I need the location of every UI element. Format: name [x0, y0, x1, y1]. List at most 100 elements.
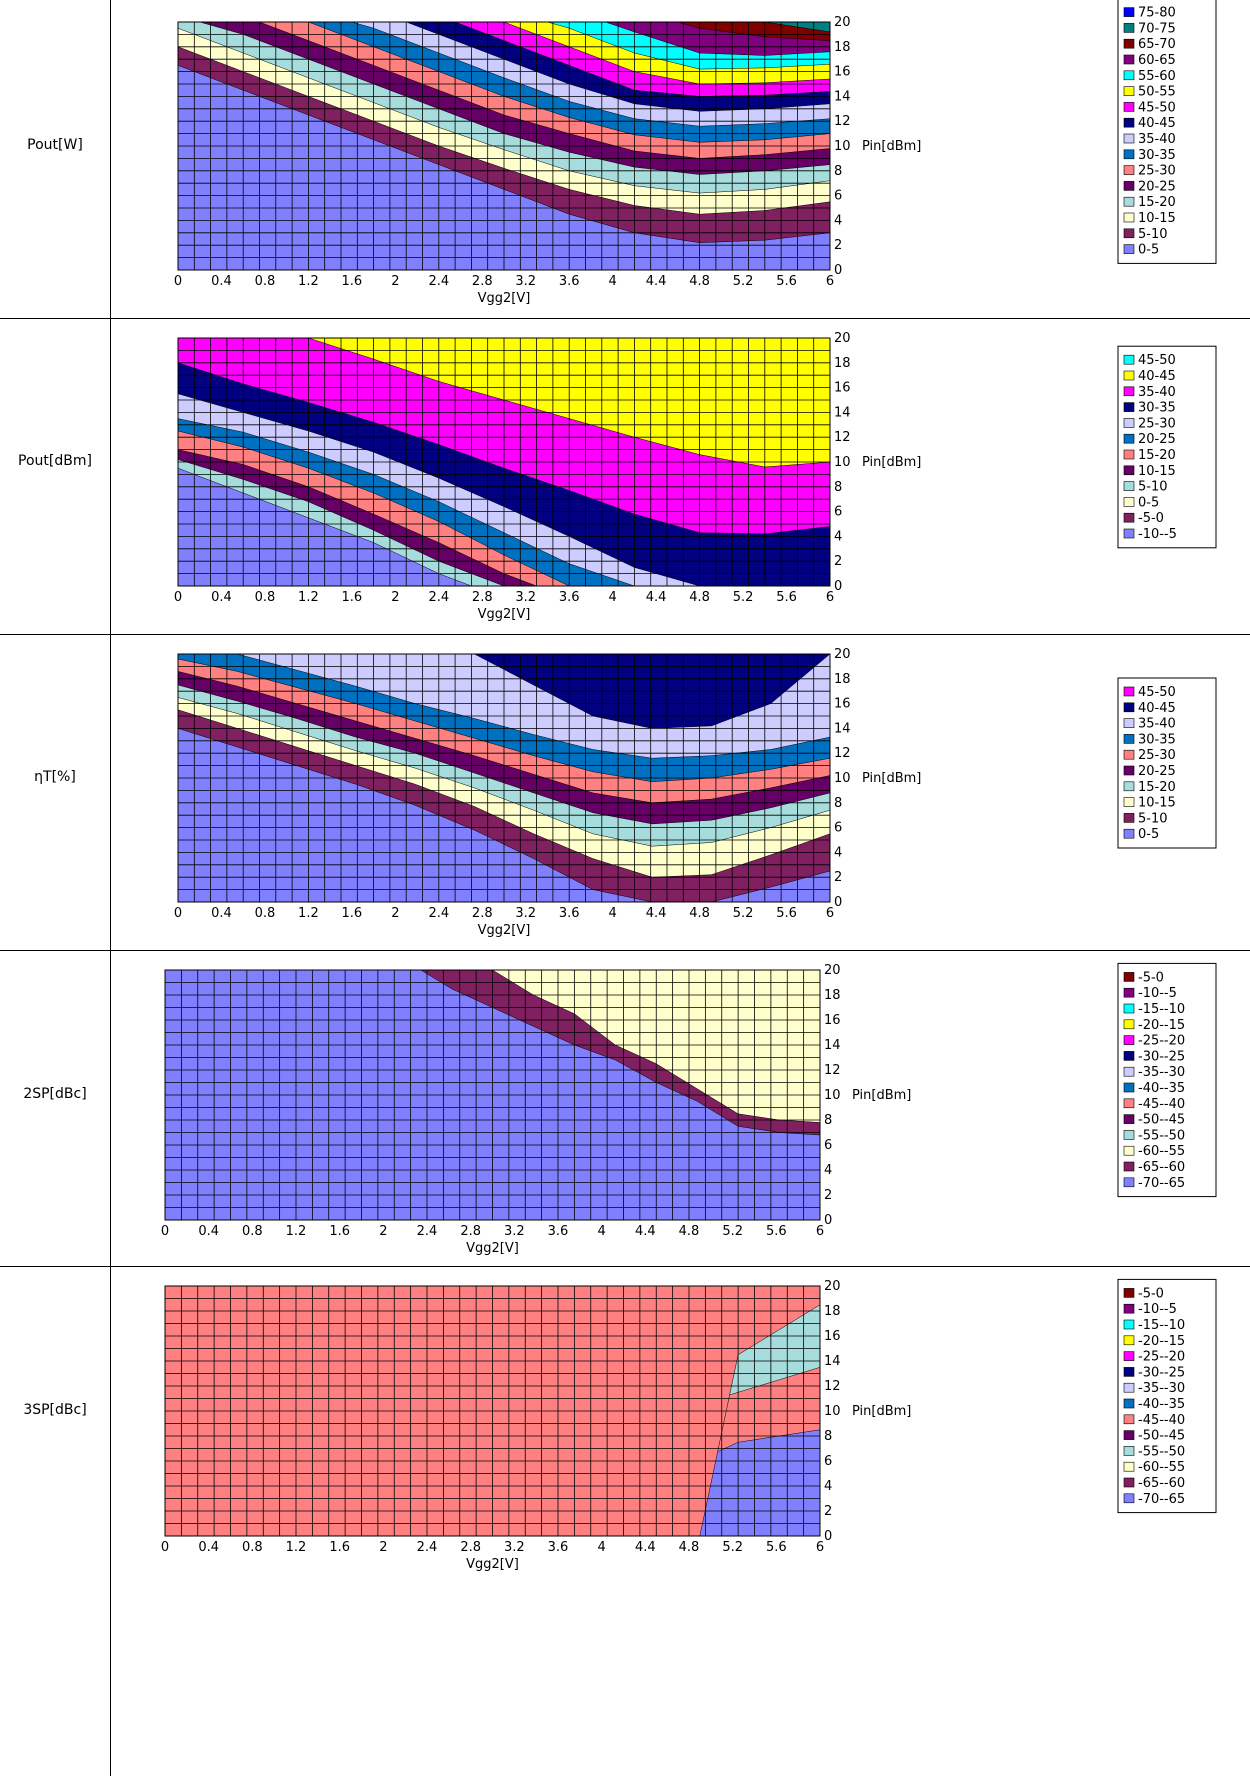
panel-divider: [0, 950, 1250, 951]
x-tick-label: 5.6: [766, 1540, 787, 1555]
legend-swatch: [1123, 828, 1135, 839]
x-tick-label: 4.8: [689, 590, 710, 605]
legend-swatch: [1123, 1493, 1135, 1504]
x-tick-label: 0.4: [211, 274, 232, 289]
legend-swatch: [1123, 70, 1135, 81]
panel-divider: [0, 634, 1250, 635]
legend-label: -70--65: [1138, 1492, 1185, 1507]
plot-frame: [164, 1285, 821, 1537]
legend-swatch: [1123, 54, 1135, 65]
y-tick-label: 12: [834, 114, 851, 129]
x-tick-label: 3.2: [504, 1224, 525, 1239]
legend-label: 15-20: [1138, 780, 1176, 795]
legend-label: -40--35: [1138, 1397, 1185, 1412]
legend-swatch: [1123, 1177, 1135, 1188]
legend-label: 25-30: [1138, 416, 1176, 431]
chart-panel: Pout[W] 0 0.4 0.8 1.2 1.6 2 2.4 2.8 3.2 3.6 4 4.4 4.8…: [0, 0, 1250, 316]
plot-frame: [177, 653, 831, 903]
y-tick-label: 16: [834, 381, 851, 396]
legend-swatch: [1123, 1414, 1135, 1425]
y-tick-label: 6: [834, 821, 842, 836]
legend-label: 40-45: [1138, 116, 1176, 131]
x-tick-label: 5.2: [733, 274, 754, 289]
x-tick-label: 2.4: [428, 590, 449, 605]
legend-label: -50--45: [1138, 1429, 1185, 1444]
legend-swatch: [1123, 481, 1135, 491]
y-tick-label: 6: [834, 505, 842, 520]
y-tick-label: 2: [824, 1504, 832, 1519]
y-axis-label: Pin[dBm]: [862, 771, 921, 786]
legend-swatch: [1123, 86, 1135, 96]
legend-label: 25-30: [1138, 748, 1176, 763]
y-tick-label: 10: [824, 1404, 841, 1419]
y-tick-label: 4: [834, 529, 842, 544]
x-tick-label: 3.6: [559, 274, 580, 289]
legend-label: 35-40: [1138, 385, 1176, 400]
legend-label: -30--25: [1138, 1365, 1185, 1380]
x-tick-label: 4: [609, 906, 617, 921]
x-tick-label: 6: [826, 906, 834, 921]
x-tick-label: 1.6: [329, 1224, 350, 1239]
chart-panel: Pout[dBm] 0 0.4 0.8 1.2 1.6 2 2.4 2.8 3.2 3.6 4 4.4 4…: [0, 318, 1250, 634]
legend-swatch: [1123, 1367, 1135, 1377]
x-tick-label: 4.4: [635, 1540, 656, 1555]
x-tick-label: 1.2: [298, 590, 319, 605]
chart-panel: ηT[%] 0 0.4 0.8 1.2 1.6 2 2.4 2.8 3.2 3.6 4 4.4 4.8 5.…: [0, 634, 1250, 950]
legend-swatch: [1123, 212, 1135, 223]
legend-swatch: [1123, 1098, 1135, 1109]
x-tick-label: 2.8: [472, 590, 493, 605]
y-tick-label: 20: [824, 1279, 841, 1294]
legend-swatch: [1123, 165, 1135, 175]
x-tick-label: 4: [598, 1540, 606, 1555]
x-tick-label: 3.6: [559, 906, 580, 921]
y-tick-label: 4: [824, 1479, 832, 1494]
legend-swatch: [1123, 1066, 1135, 1077]
x-tick-label: 0: [174, 274, 182, 289]
x-tick-label: 4.4: [646, 274, 667, 289]
y-axis-label: Pin[dBm]: [862, 455, 921, 470]
legend-label: 5-10: [1138, 227, 1168, 242]
x-tick-label: 4.4: [635, 1224, 656, 1239]
x-tick-label: 6: [826, 274, 834, 289]
y-tick-label: 6: [834, 189, 842, 204]
legend-label: 20-25: [1138, 764, 1176, 779]
legend-swatch: [1123, 1003, 1135, 1014]
y-tick-label: 2: [834, 870, 842, 885]
y-tick-label: 18: [834, 356, 851, 371]
x-tick-label: 1.6: [342, 274, 363, 289]
legend-swatch: [1123, 718, 1135, 728]
legend-swatch: [1123, 1019, 1135, 1030]
legend-label: -60--55: [1138, 1460, 1185, 1475]
legend-label: 35-40: [1138, 132, 1176, 147]
y-tick-label: 16: [834, 65, 851, 80]
y-tick-label: 4: [834, 213, 842, 228]
y-tick-label: 14: [824, 1354, 841, 1369]
y-tick-label: 18: [824, 988, 841, 1003]
legend-label: -5-0: [1138, 970, 1164, 985]
legend-label: 75-80: [1138, 6, 1176, 21]
y-tick-label: 8: [834, 164, 842, 179]
legend-swatch: [1123, 117, 1135, 128]
y-tick-label: 12: [824, 1379, 841, 1394]
legend-swatch: [1123, 734, 1135, 744]
x-tick-label: 1.6: [342, 906, 363, 921]
legend-box: [1117, 0, 1217, 264]
legend-swatch: [1123, 528, 1135, 539]
x-tick-label: 4.4: [646, 590, 667, 605]
x-tick-label: 0.8: [242, 1540, 263, 1555]
x-tick-label: 2.8: [472, 906, 493, 921]
y-tick-label: 6: [824, 1454, 832, 1469]
x-tick-label: 1.2: [298, 274, 319, 289]
x-tick-label: 3.2: [515, 274, 536, 289]
x-tick-label: 0.8: [255, 274, 276, 289]
legend-swatch: [1123, 228, 1135, 239]
legend-swatch: [1123, 987, 1135, 998]
legend-label: -10--5: [1138, 986, 1177, 1001]
x-axis-label: Vgg2[V]: [478, 607, 531, 622]
y-tick-label: 8: [834, 796, 842, 811]
legend-swatch: [1123, 497, 1135, 507]
row-label: 2SP[dBc]: [23, 1086, 87, 1102]
legend-swatch: [1123, 133, 1135, 144]
legend-swatch: [1123, 1288, 1135, 1298]
x-tick-label: 5.2: [733, 906, 754, 921]
